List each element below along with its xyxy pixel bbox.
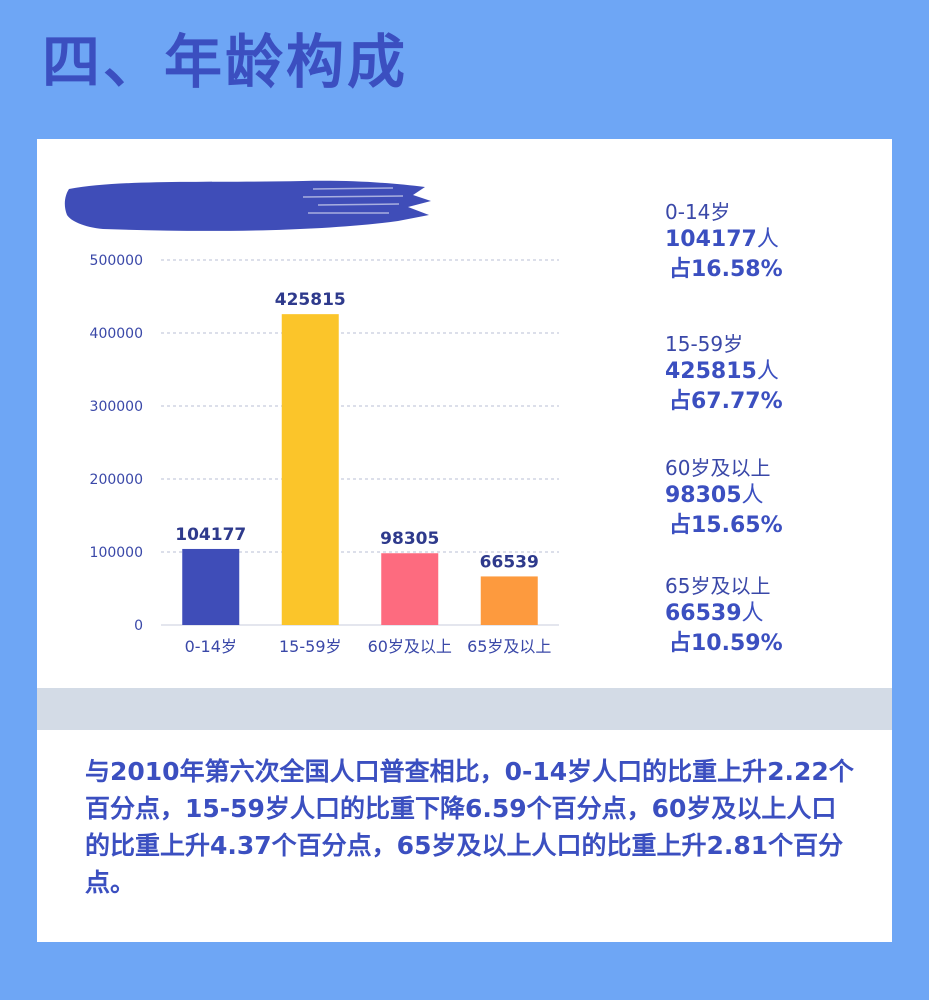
stat-block-15-59: 15-59岁 425815人 占67.77% — [665, 331, 783, 417]
stat-count-value: 66539 — [665, 601, 742, 626]
brush-stroke-decoration — [64, 180, 432, 231]
bar — [182, 548, 240, 625]
section-divider — [37, 688, 892, 730]
stat-label: 60岁及以上 — [665, 456, 771, 480]
y-tick-label: 400000 — [90, 326, 143, 342]
stat-count: 425815人 — [665, 357, 783, 387]
x-tick-label: 60岁及以上 — [368, 637, 452, 656]
stat-count-value: 425815 — [665, 359, 757, 384]
y-tick-label: 0 — [134, 618, 143, 634]
x-tick-label: 65岁及以上 — [467, 637, 551, 656]
stat-block-60-plus: 60岁及以上 98305人 占15.65% — [665, 455, 783, 541]
y-tick-label: 300000 — [90, 399, 143, 415]
stat-share: 占16.58% — [669, 257, 783, 282]
bar — [480, 576, 538, 625]
page-title: 四、年龄构成 — [42, 28, 409, 96]
y-tick-label: 100000 — [90, 545, 143, 561]
bar — [381, 553, 439, 625]
content-card: 0 100000 200000 300000 400000 500000 104177 0-1… — [37, 139, 892, 942]
y-tick-label: 500000 — [90, 253, 143, 269]
stat-count: 104177人 — [665, 225, 783, 255]
y-tick-label: 200000 — [90, 472, 143, 488]
data-label: 104177 — [175, 525, 246, 545]
stat-unit: 人 — [756, 227, 779, 252]
stat-count-value: 104177 — [665, 227, 757, 252]
stat-count: 66539人 — [665, 599, 783, 629]
stat-share: 占10.59% — [669, 631, 783, 656]
stat-label: 15-59岁 — [665, 332, 744, 356]
stat-unit: 人 — [756, 359, 779, 384]
data-label: 66539 — [480, 552, 539, 572]
bar-chart: 0 100000 200000 300000 400000 500000 104177 0-1… — [90, 253, 559, 656]
stat-label: 0-14岁 — [665, 200, 731, 224]
stat-share: 占15.65% — [669, 513, 783, 538]
data-label: 425815 — [275, 290, 346, 310]
x-tick-label: 0-14岁 — [185, 637, 237, 656]
stat-block-0-14: 0-14岁 104177人 占16.58% — [665, 199, 783, 285]
x-tick-label: 15-59岁 — [279, 637, 342, 656]
stat-unit: 人 — [741, 483, 764, 508]
stat-block-65-plus: 65岁及以上 66539人 占10.59% — [665, 573, 783, 659]
data-label: 98305 — [380, 529, 439, 549]
stat-unit: 人 — [741, 601, 764, 626]
stat-label: 65岁及以上 — [665, 574, 771, 598]
stat-count-value: 98305 — [665, 483, 742, 508]
stat-share: 占67.77% — [669, 389, 783, 414]
bar — [281, 314, 339, 625]
summary-text: 与2010年第六次全国人口普查相比，0-14岁人口的比重上升2.22个百分点，1… — [85, 757, 854, 897]
stat-count: 98305人 — [665, 481, 783, 511]
